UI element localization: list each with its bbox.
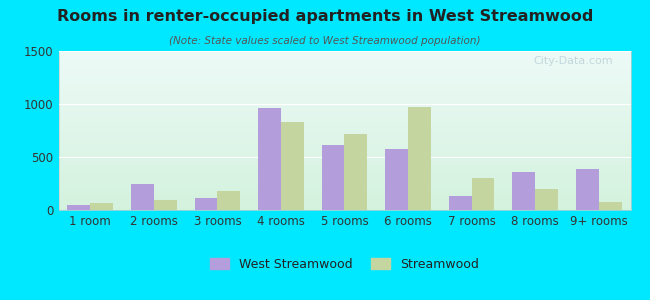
Bar — [90, 202, 113, 210]
Bar — [448, 196, 472, 210]
Text: City-Data.com: City-Data.com — [534, 56, 614, 66]
Bar — [68, 205, 90, 210]
Bar — [322, 145, 344, 210]
Bar — [258, 108, 281, 210]
Bar — [217, 191, 240, 210]
Bar — [472, 178, 495, 210]
Bar — [576, 169, 599, 210]
Bar — [512, 172, 535, 210]
Bar — [344, 134, 367, 210]
Bar — [535, 189, 558, 210]
Text: Rooms in renter-occupied apartments in West Streamwood: Rooms in renter-occupied apartments in W… — [57, 9, 593, 24]
Bar — [194, 198, 217, 210]
Bar — [408, 107, 431, 210]
Bar — [281, 122, 304, 210]
Bar — [599, 202, 621, 210]
Bar — [385, 148, 408, 210]
Bar — [131, 184, 154, 210]
Bar — [154, 200, 177, 210]
Legend: West Streamwood, Streamwood: West Streamwood, Streamwood — [210, 257, 479, 271]
Text: (Note: State values scaled to West Streamwood population): (Note: State values scaled to West Strea… — [169, 36, 481, 46]
